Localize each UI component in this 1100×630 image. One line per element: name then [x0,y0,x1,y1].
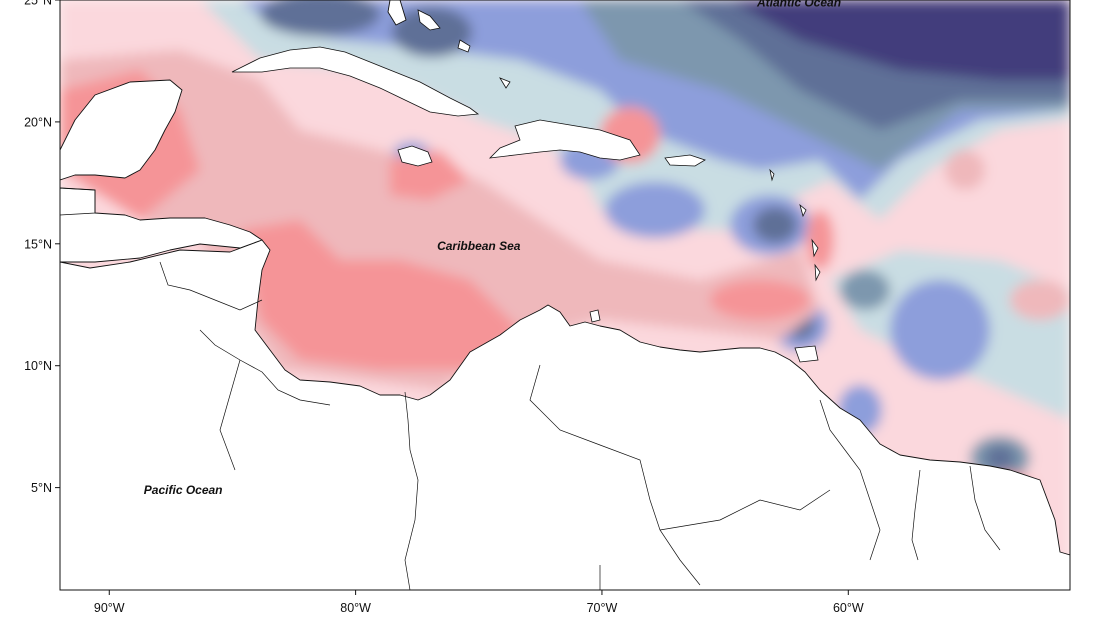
island-lesser-antilles-2 [799,203,807,218]
anomaly-field [60,0,1070,590]
island-lesser-antilles-4 [814,263,821,282]
y-tick-label: 15°N [24,237,52,251]
y-tick-label: 25°N [24,0,52,8]
island-aruba [589,309,601,323]
y-tick-label: 5°N [31,481,52,495]
island-puerto-rico [664,154,706,167]
island-cuba [231,46,480,117]
island-bahamas-3 [499,77,511,89]
atlantic-ocean-label: Atlantic Ocean [756,0,841,9]
x-tick-label: 60°W [833,601,864,615]
island-hispaniola [488,119,641,161]
island-trinidad [794,345,819,363]
island-bahamas [417,9,441,31]
country-borders [60,187,1001,590]
caribbean-sea-label: Caribbean Sea [437,239,521,253]
caribbean-islands [231,9,821,363]
y-tick-label: 20°N [24,115,52,129]
x-tick-label: 90°W [94,601,125,615]
x-tick-label: 80°W [340,601,371,615]
y-axis: 25°N 20°N 15°N 10°N 5°N [24,0,60,495]
island-jamaica [397,145,433,167]
island-lesser-antilles-1 [769,168,775,182]
x-tick-label: 70°W [587,601,618,615]
island-lesser-antilles-3 [811,238,819,258]
island-bahamas-2 [457,39,471,53]
pacific-ocean-label: Pacific Ocean [144,483,223,497]
map-frame [59,0,1071,591]
place-labels: Atlantic Ocean Caribbean Sea Pacific Ocean [144,0,841,497]
y-tick-label: 10°N [24,359,52,373]
x-axis: 90°W 80°W 70°W 60°W [94,590,864,615]
landmass [60,0,1070,590]
